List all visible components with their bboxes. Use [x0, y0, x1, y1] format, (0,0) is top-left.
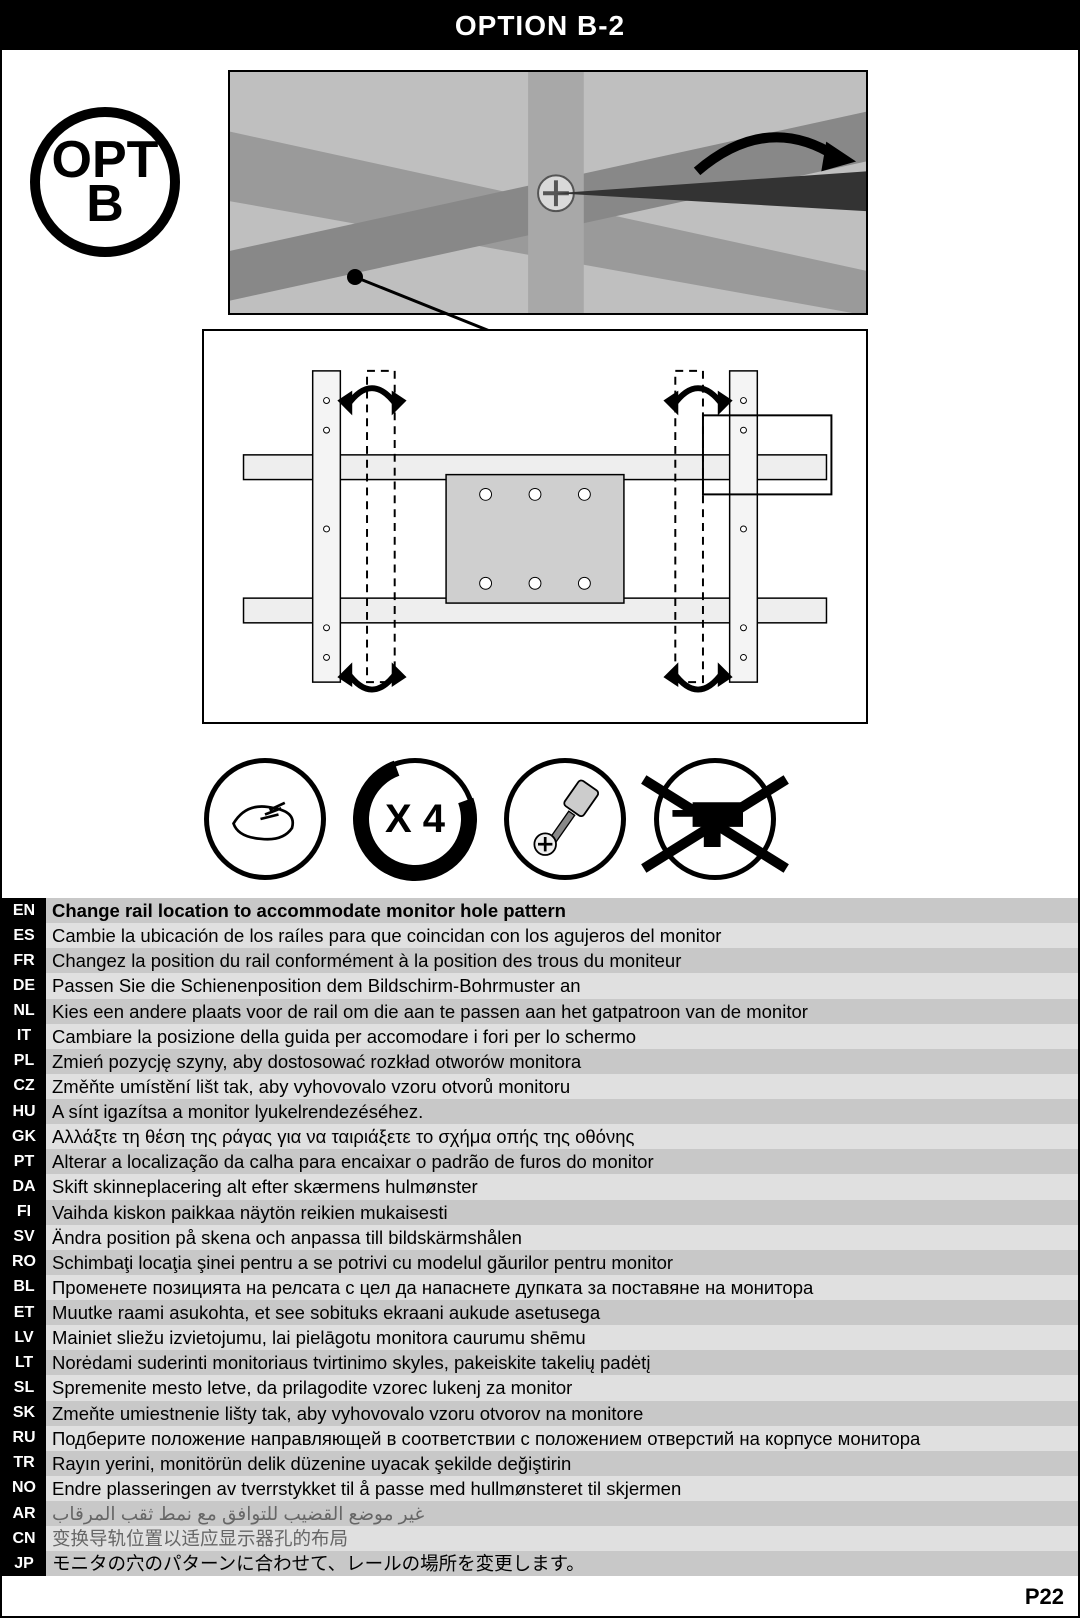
lang-code: RO [2, 1250, 46, 1275]
no-drill-icon [654, 758, 776, 880]
table-row: HUA sínt igazítsa a monitor lyukelrendez… [2, 1099, 1078, 1124]
table-row: ROSchimbaţi locaţia şinei pentru a se po… [2, 1250, 1078, 1275]
table-row: NLKies een andere plaats voor de rail om… [2, 999, 1078, 1024]
table-row: RUПодберите положение направляющей в соо… [2, 1426, 1078, 1451]
table-row: ETMuutke raami asukohta, et see sobituks… [2, 1300, 1078, 1325]
instruction-text: Zmień pozycję szyny, aby dostosować rozk… [46, 1049, 1078, 1074]
instruction-text: Spremenite mesto letve, da prilagodite v… [46, 1375, 1078, 1400]
instruction-table: ENChange rail location to accommodate mo… [2, 898, 1078, 1576]
lang-code: SK [2, 1401, 46, 1426]
lang-code: NO [2, 1476, 46, 1501]
lang-code: DA [2, 1174, 46, 1199]
table-row: ENChange rail location to accommodate mo… [2, 898, 1078, 923]
lang-code: DE [2, 973, 46, 998]
lang-code: JP [2, 1551, 46, 1576]
instruction-text: Rayın yerini, monitörün delik düzenine u… [46, 1451, 1078, 1476]
table-row: CZZměňte umístění lišt tak, aby vyhovova… [2, 1074, 1078, 1099]
table-row: SKZmeňte umiestnenie lišty tak, aby vyho… [2, 1401, 1078, 1426]
instruction-text: Cambie la ubicación de los raíles para q… [46, 923, 1078, 948]
instruction-text: Změňte umístění lišt tak, aby vyhovovalo… [46, 1074, 1078, 1099]
instruction-text: Passen Sie die Schienenposition dem Bild… [46, 973, 1078, 998]
lang-code: TR [2, 1451, 46, 1476]
instruction-text: モニタの穴のパターンに合わせて、レールの場所を変更します。 [46, 1551, 1078, 1576]
instruction-text: Променете позицията на релсата с цел да … [46, 1275, 1078, 1300]
lang-code: RU [2, 1426, 46, 1451]
assembly-diagram-svg [204, 331, 866, 722]
table-row: PL Zmień pozycję szyny, aby dostosować r… [2, 1049, 1078, 1074]
instruction-text: Alterar a localização da calha para enca… [46, 1149, 1078, 1174]
table-row: DEPassen Sie die Schienenposition dem Bi… [2, 973, 1078, 998]
instruction-text: 变换导轨位置以适应显示器孔的布局 [46, 1526, 1078, 1551]
screwdriver-icon [504, 758, 626, 880]
instruction-text: غير موضع القضيب للتوافق مع نمط ثقب المرق… [46, 1501, 1078, 1526]
lang-code: PT [2, 1149, 46, 1174]
instruction-text: Norėdami suderinti monitoriaus tvirtinim… [46, 1350, 1078, 1375]
table-row: LTNorėdami suderinti monitoriaus tvirtin… [2, 1350, 1078, 1375]
lang-code: IT [2, 1024, 46, 1049]
detail-photo-svg [230, 72, 866, 315]
instruction-text: Подберите положение направляющей в соотв… [46, 1426, 1078, 1451]
instruction-text: Muutke raami asukohta, et see sobituks e… [46, 1300, 1078, 1325]
lang-code: AR [2, 1501, 46, 1526]
table-row: SLSpremenite mesto letve, da prilagodite… [2, 1375, 1078, 1400]
table-row: DASkift skinneplacering alt efter skærme… [2, 1174, 1078, 1199]
lang-code: FR [2, 948, 46, 973]
table-row: FIVaihda kiskon paikkaa näytön reikien m… [2, 1200, 1078, 1225]
instruction-text: Change rail location to accommodate moni… [46, 898, 1078, 923]
table-row: LVMainiet sliežu izvietojumu, lai pielāg… [2, 1325, 1078, 1350]
instruction-text: Endre plasseringen av tverrstykket til å… [46, 1476, 1078, 1501]
lang-code: PL [2, 1049, 46, 1074]
assembly-diagram [202, 329, 868, 724]
lang-code: NL [2, 999, 46, 1024]
table-row: TRRayın yerini, monitörün delik düzenine… [2, 1451, 1078, 1476]
option-badge: OPT B [30, 107, 180, 257]
hand-icon [204, 758, 326, 880]
instruction-text: Αλλάξτε τη θέση της ράγας για να ταιριάξ… [46, 1124, 1078, 1149]
table-row: BLПроменете позицията на релсата с цел д… [2, 1275, 1078, 1300]
lang-code: SL [2, 1375, 46, 1400]
lang-code: GK [2, 1124, 46, 1149]
lang-code: FI [2, 1200, 46, 1225]
instruction-text: Schimbaţi locaţia şinei pentru a se potr… [46, 1250, 1078, 1275]
lang-code: CZ [2, 1074, 46, 1099]
page-header: OPTION B-2 [2, 2, 1078, 50]
instruction-text: Ändra position på skena och anpassa till… [46, 1225, 1078, 1250]
lang-code: HU [2, 1099, 46, 1124]
detail-photo [228, 70, 868, 315]
lang-code: ES [2, 923, 46, 948]
lang-code: LT [2, 1350, 46, 1375]
repeat-count: X 4 [385, 797, 445, 842]
instruction-text: Changez la position du rail conformément… [46, 948, 1078, 973]
instruction-text: Zmeňte umiestnenie lišty tak, aby vyhovo… [46, 1401, 1078, 1426]
header-title: OPTION B-2 [455, 10, 625, 41]
instruction-text: Vaihda kiskon paikkaa näytön reikien muk… [46, 1200, 1078, 1225]
lang-code: LV [2, 1325, 46, 1350]
tool-icon-row: X 4 [2, 758, 1078, 880]
repeat-icon: X 4 [354, 758, 476, 880]
table-row: ARغير موضع القضيب للتوافق مع نمط ثقب الم… [2, 1501, 1078, 1526]
table-row: ITCambiare la posizione della guida per … [2, 1024, 1078, 1049]
badge-line-2: B [86, 182, 124, 226]
table-row: PTAlterar a localização da calha para en… [2, 1149, 1078, 1174]
instruction-text: Cambiare la posizione della guida per ac… [46, 1024, 1078, 1049]
instruction-text: Skift skinneplacering alt efter skærmens… [46, 1174, 1078, 1199]
table-row: CN变换导轨位置以适应显示器孔的布局 [2, 1526, 1078, 1551]
page-number: P22 [1025, 1584, 1064, 1610]
manual-page: OPTION B-2 OPT B [0, 0, 1080, 1618]
lang-code: BL [2, 1275, 46, 1300]
table-row: SVÄndra position på skena och anpassa ti… [2, 1225, 1078, 1250]
lang-code: CN [2, 1526, 46, 1551]
instruction-text: Kies een andere plaats voor de rail om d… [46, 999, 1078, 1024]
instruction-text: Mainiet sliežu izvietojumu, lai pielāgot… [46, 1325, 1078, 1350]
lang-code: SV [2, 1225, 46, 1250]
table-row: NOEndre plasseringen av tverrstykket til… [2, 1476, 1078, 1501]
lang-code: EN [2, 898, 46, 923]
table-row: FRChangez la position du rail conforméme… [2, 948, 1078, 973]
instruction-text: A sínt igazítsa a monitor lyukelrendezés… [46, 1099, 1078, 1124]
lang-code: ET [2, 1300, 46, 1325]
table-row: JPモニタの穴のパターンに合わせて、レールの場所を変更します。 [2, 1551, 1078, 1576]
table-row: ESCambie la ubicación de los raíles para… [2, 923, 1078, 948]
table-row: GKΑλλάξτε τη θέση της ράγας για να ταιρι… [2, 1124, 1078, 1149]
